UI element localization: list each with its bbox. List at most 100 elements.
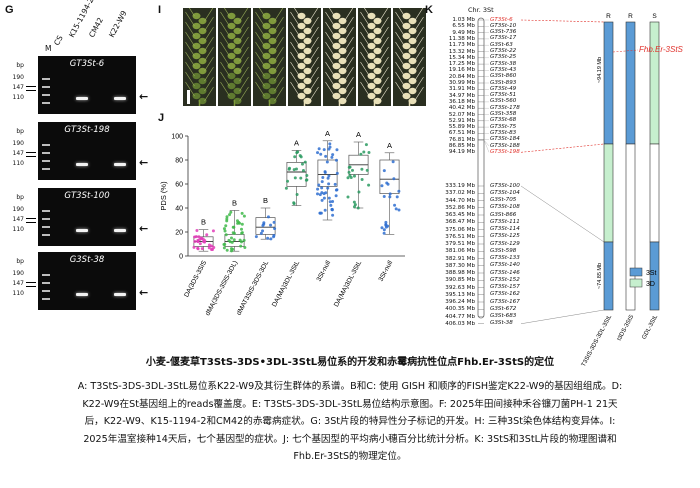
data-point (207, 246, 211, 250)
spikelet (297, 62, 306, 70)
awn (325, 11, 335, 27)
data-point (272, 233, 276, 237)
spikelet (268, 67, 277, 75)
awn (360, 61, 370, 77)
data-point (394, 207, 398, 211)
spikelet (367, 52, 376, 60)
data-point (230, 249, 234, 253)
data-point (367, 183, 371, 187)
marker-position: 17.25 Mb (448, 61, 475, 68)
awn (395, 21, 405, 37)
pcr-band (114, 229, 126, 232)
data-point (360, 167, 364, 171)
data-point (367, 150, 371, 154)
data-point (329, 203, 333, 207)
y-tick-label: 0 (179, 254, 183, 261)
data-point (335, 148, 339, 152)
spikelet (303, 37, 312, 45)
segment-line (520, 309, 605, 324)
spikelet (332, 52, 341, 60)
data-point (196, 246, 200, 250)
data-point (327, 182, 331, 186)
marker-position: 392.63 Mb (445, 284, 475, 291)
awn (414, 56, 424, 72)
data-point (316, 151, 320, 155)
data-point (397, 208, 401, 212)
awn (220, 61, 230, 77)
spikelet (338, 57, 347, 65)
data-point (225, 215, 229, 219)
data-point (334, 158, 338, 162)
ladder-band (42, 290, 50, 292)
data-point (211, 247, 215, 251)
gel-image: GT3St-100 (38, 188, 136, 246)
data-point (348, 174, 352, 178)
spikelet (402, 22, 411, 30)
resistance-header: S (652, 13, 657, 20)
spikelet (303, 57, 312, 65)
awn (309, 16, 319, 32)
spikelet (367, 62, 376, 70)
data-point (317, 183, 321, 187)
data-point (331, 213, 335, 217)
data-point (284, 186, 288, 190)
data-point (259, 231, 263, 235)
panel-label-k: K (425, 4, 433, 16)
data-point (287, 166, 291, 170)
y-tick-label: 80 (175, 158, 183, 165)
gel-lane-label: K22-W9 (107, 9, 129, 39)
data-point (357, 190, 361, 194)
spikelet (303, 17, 312, 25)
marker-position: 6.55 Mb (452, 23, 475, 30)
marker-name: G3St-672 (490, 305, 517, 312)
awn (379, 86, 389, 102)
data-point (197, 235, 201, 239)
data-point (200, 247, 204, 251)
data-point (231, 231, 235, 235)
awn (239, 86, 249, 102)
data-point (269, 237, 273, 241)
marker-position: 333.19 Mb (445, 183, 475, 189)
chromosome-body (477, 17, 485, 319)
arrow-icon: ← (139, 222, 149, 235)
marker-position: 9.49 Mb (452, 29, 475, 36)
spikelet (233, 97, 242, 105)
arrow-icon: ← (139, 90, 149, 103)
marker-name: GT3St-83 (490, 129, 517, 136)
awn (220, 21, 230, 37)
data-point (295, 193, 299, 197)
data-point (331, 153, 335, 157)
marker-position: 55.89 Mb (448, 124, 475, 131)
awn (220, 81, 230, 97)
spike-photo (323, 8, 356, 106)
marker-position: 390.85 Mb (445, 277, 475, 284)
spikelet (198, 47, 207, 55)
spikelet (402, 32, 411, 40)
marker-position: 86.85 Mb (448, 143, 475, 149)
data-point (393, 203, 397, 207)
awn (395, 61, 405, 77)
spikelet (338, 97, 347, 105)
spikelet (367, 12, 376, 20)
awn (414, 8, 424, 22)
data-point (352, 174, 356, 178)
bp-header: bp (16, 194, 24, 201)
data-point (239, 227, 243, 231)
marker-position: 94.19 Mb (448, 149, 475, 156)
line-label: GDL-3StL (641, 314, 659, 341)
significance-letter: A (356, 130, 361, 139)
gel-lane-label: CM42 (87, 15, 105, 39)
data-point (240, 222, 244, 226)
bp-tick (26, 218, 36, 219)
marker-connector (483, 139, 490, 147)
awn (239, 26, 249, 42)
spikelet (227, 32, 236, 40)
segment-3st (649, 241, 660, 311)
data-point (222, 246, 226, 250)
data-point (323, 170, 327, 174)
spikelet (332, 82, 341, 90)
awn (344, 36, 354, 52)
awn (325, 71, 335, 87)
data-point (299, 176, 303, 180)
data-point (301, 169, 305, 173)
